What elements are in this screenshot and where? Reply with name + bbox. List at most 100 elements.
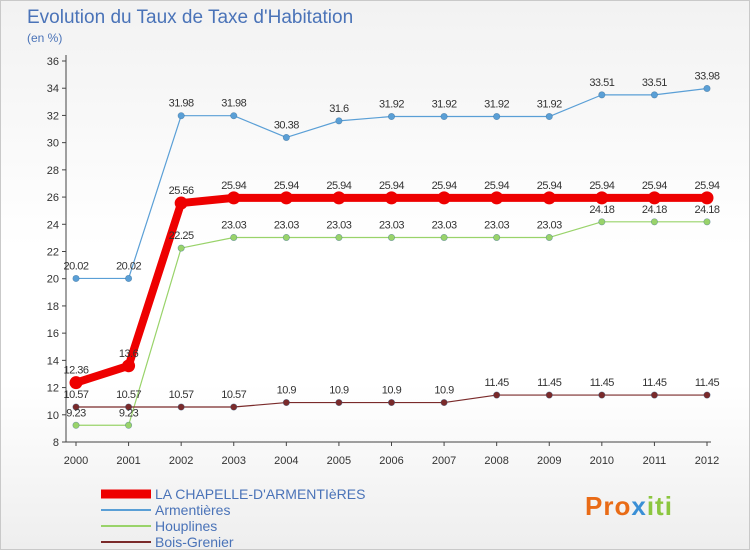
y-tick-label: 14	[47, 355, 59, 367]
data-label: 25.94	[642, 180, 667, 192]
y-tick-label: 36	[47, 56, 59, 68]
data-point	[125, 421, 133, 429]
chart-title: Evolution du Taux de Taxe d'Habitation	[27, 7, 354, 28]
data-point	[595, 191, 609, 205]
data-point	[490, 191, 504, 205]
data-point	[700, 191, 714, 205]
data-label: 24.18	[642, 204, 667, 216]
data-label: 10.9	[277, 385, 297, 397]
data-point	[227, 191, 241, 205]
y-tick-label: 30	[47, 138, 59, 150]
data-label: 20.02	[63, 260, 88, 272]
data-label: 31.98	[169, 98, 194, 110]
data-point	[69, 376, 83, 390]
data-label: 23.03	[432, 219, 457, 231]
data-point	[125, 274, 133, 282]
data-label: 23.03	[484, 219, 509, 231]
data-label: 11.45	[537, 377, 562, 389]
x-tick-label: 2012	[695, 455, 719, 467]
data-point	[650, 218, 658, 226]
data-label: 33.98	[694, 70, 719, 82]
data-point	[703, 218, 711, 226]
y-tick-label: 26	[47, 192, 59, 204]
proxiti-logo: Proxiti	[585, 491, 673, 521]
data-point	[703, 84, 711, 92]
legend-label: Bois-Grenier	[155, 534, 234, 549]
x-tick-label: 2006	[379, 455, 403, 467]
data-point	[545, 233, 553, 241]
data-point	[174, 196, 188, 210]
data-point	[545, 113, 553, 121]
data-label: 25.94	[537, 180, 562, 192]
data-point	[387, 233, 395, 241]
data-point	[332, 191, 346, 205]
data-point	[493, 391, 501, 399]
x-tick-label: 2005	[327, 455, 351, 467]
data-label: 25.94	[326, 180, 351, 192]
y-tick-label: 20	[47, 274, 59, 286]
data-point	[177, 244, 185, 252]
data-label: 33.51	[589, 77, 614, 89]
data-label: 33.51	[642, 77, 667, 89]
data-point	[542, 191, 556, 205]
data-label: 31.92	[432, 99, 457, 111]
data-point	[282, 133, 290, 141]
x-tick-label: 2007	[432, 455, 456, 467]
x-tick-label: 2002	[169, 455, 193, 467]
data-point	[598, 91, 606, 99]
data-point	[72, 274, 80, 282]
data-point	[493, 233, 501, 241]
data-label: 23.03	[274, 219, 299, 231]
data-label: 25.94	[694, 180, 719, 192]
data-label: 25.94	[432, 180, 457, 192]
data-label: 31.92	[379, 99, 404, 111]
data-label: 11.45	[642, 377, 667, 389]
data-point	[177, 112, 185, 120]
y-tick-label: 22	[47, 247, 59, 259]
data-label: 23.03	[326, 219, 351, 231]
data-label: 9.23	[66, 407, 86, 419]
data-label: 25.94	[379, 180, 404, 192]
data-point	[703, 391, 711, 399]
data-point	[335, 233, 343, 241]
data-point	[493, 113, 501, 121]
x-tick-label: 2003	[222, 455, 246, 467]
data-label: 23.03	[221, 219, 246, 231]
y-tick-label: 34	[47, 83, 59, 95]
data-point	[437, 191, 451, 205]
data-point	[230, 233, 238, 241]
data-point	[72, 421, 80, 429]
y-tick-label: 18	[47, 301, 59, 313]
data-label: 9.23	[119, 407, 139, 419]
data-point	[335, 399, 343, 407]
data-point	[440, 113, 448, 121]
data-point	[647, 191, 661, 205]
data-label: 31.6	[329, 103, 349, 115]
y-tick-label: 8	[53, 437, 59, 449]
data-label: 24.18	[589, 204, 614, 216]
data-point	[385, 191, 398, 205]
x-tick-label: 2001	[116, 455, 140, 467]
data-point	[440, 399, 448, 407]
y-tick-label: 32	[47, 110, 59, 122]
data-label: 31.92	[537, 99, 562, 111]
data-label: 23.03	[379, 219, 404, 231]
legend-label: Houplines	[155, 518, 217, 534]
x-tick-label: 2000	[64, 455, 88, 467]
x-tick-label: 2009	[537, 455, 561, 467]
data-label: 25.94	[221, 180, 246, 192]
data-point	[440, 233, 448, 241]
data-label: 24.18	[694, 204, 719, 216]
data-point	[230, 112, 238, 120]
data-point	[230, 403, 238, 411]
data-label: 31.98	[221, 98, 246, 110]
data-point	[177, 403, 185, 411]
data-point	[598, 391, 606, 399]
x-tick-label: 2004	[274, 455, 298, 467]
data-point	[387, 399, 395, 407]
data-point	[335, 117, 343, 125]
data-point	[279, 191, 293, 205]
x-tick-label: 2011	[643, 455, 667, 467]
data-label: 10.57	[169, 389, 194, 401]
